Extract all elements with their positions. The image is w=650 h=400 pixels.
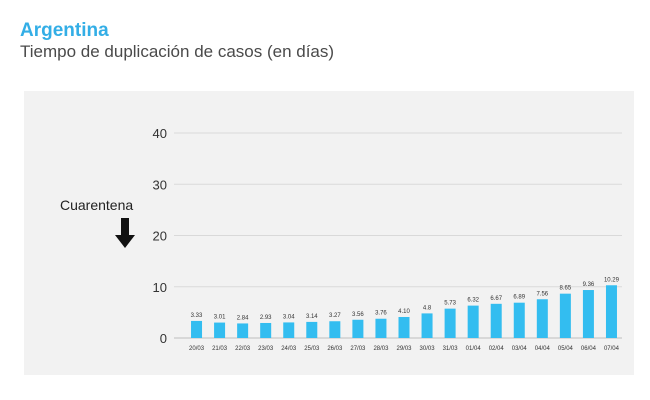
x-tick-label: 03/04 bbox=[512, 346, 528, 352]
data-label: 10.29 bbox=[604, 277, 620, 283]
bar bbox=[444, 308, 456, 338]
x-tick-label: 02/04 bbox=[489, 346, 505, 352]
data-label: 6.89 bbox=[513, 295, 525, 301]
data-label: 6.32 bbox=[467, 298, 479, 304]
x-tick-label: 29/03 bbox=[396, 346, 412, 352]
x-tick-label: 30/03 bbox=[420, 346, 436, 352]
data-label: 7.56 bbox=[536, 291, 548, 297]
x-tick-label: 23/03 bbox=[258, 346, 274, 352]
bar bbox=[237, 323, 249, 338]
data-label: 9.36 bbox=[583, 282, 595, 288]
bar bbox=[605, 285, 617, 338]
quarantine-label: Cuarentena bbox=[60, 197, 134, 213]
bar bbox=[398, 316, 410, 338]
x-tick-label: 06/04 bbox=[581, 346, 597, 352]
bar bbox=[467, 305, 479, 338]
y-tick-label: 30 bbox=[153, 177, 167, 192]
bar bbox=[214, 322, 226, 338]
x-tick-label: 31/03 bbox=[443, 346, 459, 352]
bar bbox=[375, 318, 387, 338]
x-tick-label: 05/04 bbox=[558, 346, 574, 352]
data-label: 3.56 bbox=[352, 312, 364, 318]
bar bbox=[283, 322, 295, 338]
x-tick-label: 22/03 bbox=[235, 346, 251, 352]
data-label: 3.27 bbox=[329, 313, 341, 319]
bar bbox=[421, 313, 433, 338]
data-label: 3.14 bbox=[306, 314, 318, 320]
bar bbox=[352, 319, 364, 338]
y-tick-label: 20 bbox=[153, 229, 167, 244]
y-tick-label: 40 bbox=[153, 126, 167, 141]
bar bbox=[329, 321, 341, 338]
bar bbox=[490, 303, 502, 338]
bar bbox=[536, 299, 548, 338]
y-tick-label: 0 bbox=[160, 331, 167, 346]
bar bbox=[513, 302, 525, 338]
data-label: 6.67 bbox=[490, 296, 502, 302]
data-label: 3.76 bbox=[375, 311, 387, 317]
x-tick-label: 28/03 bbox=[373, 346, 389, 352]
data-label: 4.8 bbox=[423, 305, 432, 311]
data-label: 3.33 bbox=[191, 313, 203, 319]
data-label: 2.93 bbox=[260, 315, 272, 321]
x-tick-label: 20/03 bbox=[189, 346, 205, 352]
x-tick-label: 21/03 bbox=[212, 346, 228, 352]
x-tick-label: 07/04 bbox=[604, 346, 620, 352]
bar bbox=[559, 293, 571, 338]
data-label: 8.65 bbox=[560, 286, 572, 292]
data-label: 2.84 bbox=[237, 315, 249, 321]
chart-subtitle: Tiempo de duplicación de casos (en días) bbox=[20, 42, 335, 61]
x-tick-label: 27/03 bbox=[350, 346, 366, 352]
data-label: 3.04 bbox=[283, 314, 295, 320]
bar bbox=[306, 321, 318, 338]
x-tick-label: 26/03 bbox=[327, 346, 343, 352]
data-label: 3.01 bbox=[214, 315, 226, 321]
x-tick-label: 04/04 bbox=[535, 346, 551, 352]
data-label: 4.10 bbox=[398, 309, 410, 315]
chart-title: Argentina bbox=[20, 20, 109, 41]
y-tick-label: 10 bbox=[153, 280, 167, 295]
bar bbox=[191, 320, 203, 338]
bar bbox=[260, 322, 272, 338]
x-tick-label: 24/03 bbox=[281, 346, 297, 352]
data-label: 5.73 bbox=[444, 301, 456, 307]
bar-chart: 0 10 20 30 40 3.33 3.01 2.84 2.93 3.04 3.14 3.27 3.… bbox=[153, 126, 622, 352]
bar bbox=[582, 290, 594, 338]
x-tick-label: 25/03 bbox=[304, 346, 320, 352]
x-tick-label: 01/04 bbox=[466, 346, 482, 352]
arrow-down-icon bbox=[115, 218, 135, 248]
